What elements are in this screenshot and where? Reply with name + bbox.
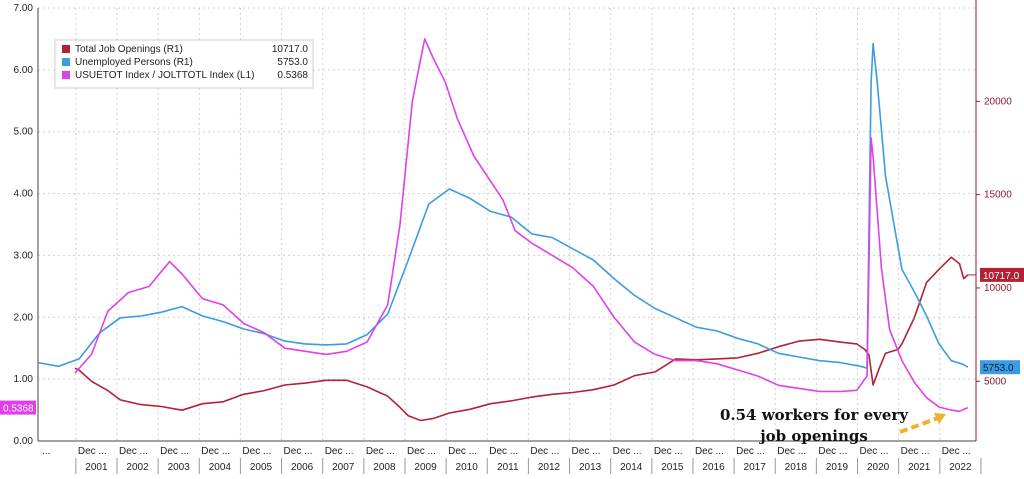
year-label: 2006 [291, 462, 314, 473]
year-label: 2004 [209, 462, 232, 473]
x-tick-label: Dec ... [201, 446, 230, 457]
legend-entry-value: 0.5368 [277, 70, 308, 81]
x-tick-label: Dec ... [160, 446, 189, 457]
x-tick-label: Dec ... [654, 446, 683, 457]
right-tick-label: 20000 [984, 96, 1012, 107]
legend-box [54, 39, 314, 89]
x-tick-label: Dec ... [366, 446, 395, 457]
last-value-badge-unemployed [980, 360, 1020, 375]
right-tick-label: 5000 [984, 376, 1007, 387]
year-label: 2019 [826, 462, 849, 473]
year-label: 2017 [744, 462, 767, 473]
x-tick-label: Dec ... [901, 446, 930, 457]
left-tick-label: 6.00 [14, 65, 34, 76]
x-tick-label: Dec ... [736, 446, 765, 457]
legend-swatch [62, 71, 70, 79]
legend-entry-label: USUETOT Index / JOLTTOTL Index (L1) [75, 70, 255, 81]
year-label: 2012 [538, 462, 561, 473]
legend-entry-label: Unemployed Persons (R1) [75, 57, 193, 68]
year-label: 2014 [620, 462, 643, 473]
left-tick-label: 3.00 [14, 250, 34, 261]
annotation-line-2: job openings [758, 427, 868, 445]
x-tick-label: Dec ... [284, 446, 313, 457]
year-label: 2010 [456, 462, 479, 473]
x-tick-label: ... [42, 446, 50, 457]
x-tick-label: Dec ... [613, 446, 642, 457]
last-value-badge-ratio [0, 400, 36, 415]
left-tick-label: 7.00 [14, 3, 34, 14]
year-label: 2005 [250, 462, 273, 473]
x-tick-label: Dec ... [860, 446, 889, 457]
series-line-ratio [74, 38, 969, 413]
left-tick-label: 4.00 [14, 189, 34, 200]
legend-entry-label: Total Job Openings (R1) [75, 44, 183, 55]
x-tick-label: Dec ... [242, 446, 271, 457]
year-label: 2011 [497, 462, 519, 473]
annotation-line-1: 0.54 workers for every [720, 406, 909, 424]
right-tick-label: 15000 [984, 190, 1012, 201]
right-tick-label: 10000 [984, 283, 1012, 294]
year-label: 2007 [332, 462, 355, 473]
x-tick-label: Dec ... [777, 446, 806, 457]
series-line-job-openings [74, 256, 969, 422]
year-label: 2003 [168, 462, 191, 473]
x-tick-label: Dec ... [325, 446, 354, 457]
last-value-badge-job-openings [980, 267, 1024, 282]
annotation-arrow [899, 416, 939, 434]
legend-entry-value: 10717.0 [272, 44, 309, 55]
left-tick-label: 2.00 [14, 312, 34, 323]
year-label: 2015 [661, 462, 684, 473]
x-tick-label: Dec ... [818, 446, 847, 457]
year-label: 2016 [702, 462, 725, 473]
year-label: 2009 [414, 462, 437, 473]
year-label: 2022 [949, 462, 972, 473]
last-value-ratio: 0.5368 [3, 404, 34, 415]
x-tick-label: Dec ... [448, 446, 477, 457]
left-tick-label: 1.00 [14, 374, 34, 385]
x-tick-label: Dec ... [407, 446, 436, 457]
legend-swatch [62, 58, 70, 66]
year-label: 2002 [126, 462, 149, 473]
x-tick-label: Dec ... [119, 446, 148, 457]
year-label: 2001 [85, 462, 108, 473]
x-tick-label: Dec ... [942, 446, 971, 457]
year-label: 2018 [785, 462, 808, 473]
legend-entry-value: 5753.0 [277, 57, 308, 68]
left-tick-label: 0.00 [14, 436, 34, 447]
x-tick-label: Dec ... [572, 446, 601, 457]
last-value-unemployed: 5753.0 [983, 363, 1014, 374]
legend-swatch [62, 45, 70, 53]
x-tick-label: Dec ... [489, 446, 518, 457]
year-label: 2008 [373, 462, 396, 473]
year-label: 2021 [908, 462, 931, 473]
series-line-unemployed [37, 42, 969, 370]
last-value-job-openings: 10717.0 [983, 271, 1020, 282]
left-tick-label: 5.00 [14, 127, 34, 138]
x-tick-label: Dec ... [530, 446, 559, 457]
x-tick-label: Dec ... [695, 446, 724, 457]
annotation-arrow-head [934, 413, 946, 424]
year-label: 2020 [867, 462, 890, 473]
x-tick-label: Dec ... [78, 446, 107, 457]
year-label: 2013 [579, 462, 602, 473]
